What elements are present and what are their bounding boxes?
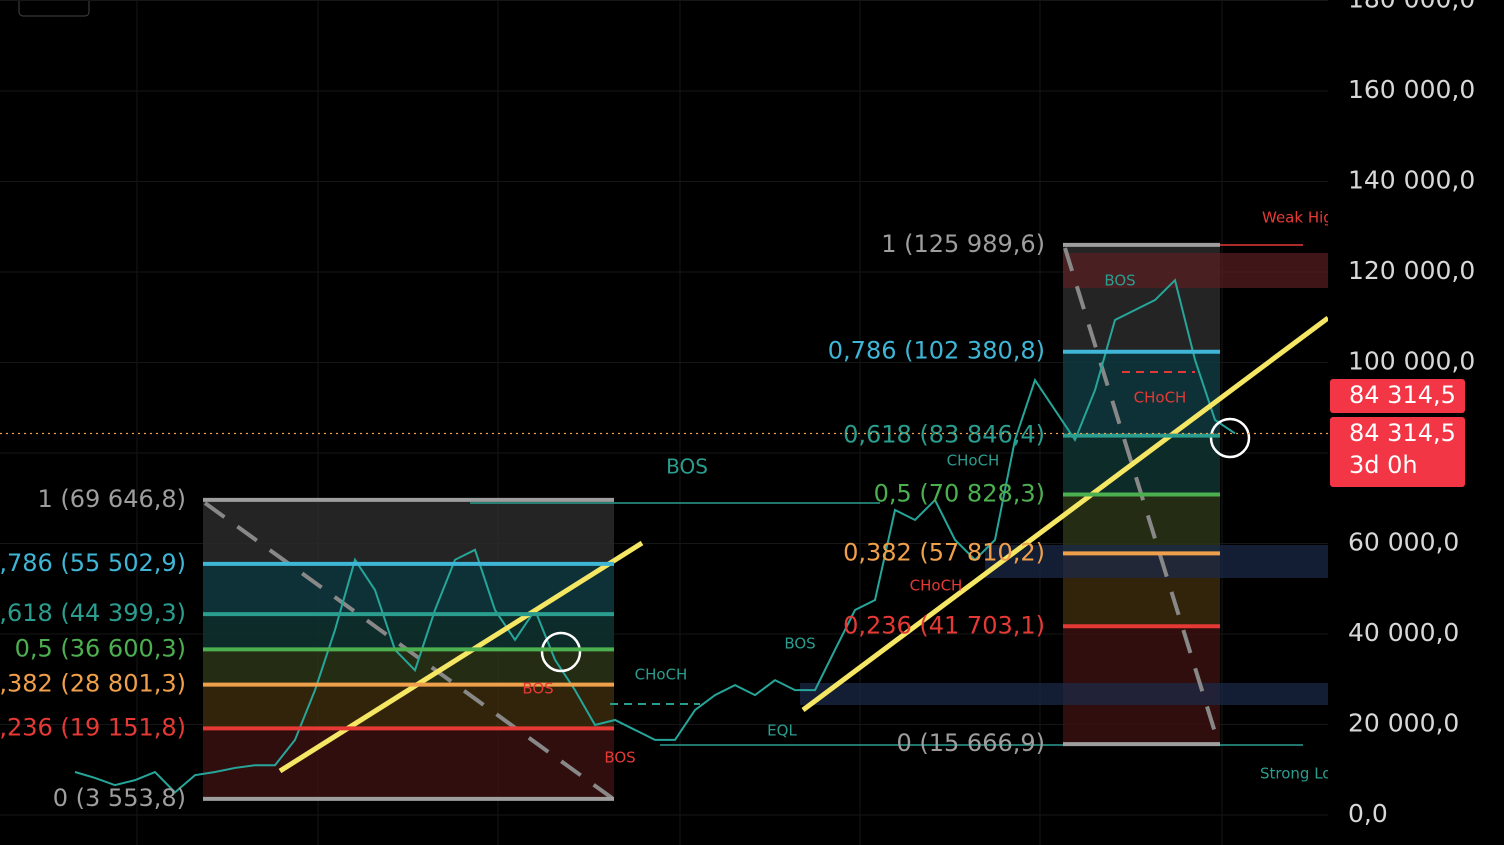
- price-line: [74, 278, 1236, 794]
- y-tick-label: 0,0: [1348, 799, 1388, 828]
- fib-label: 0,236 (41 703,1): [843, 611, 1045, 639]
- fib-zone: [203, 649, 614, 685]
- fib-label: 0,5 (36 600,3): [15, 634, 186, 662]
- fib-zone: [203, 614, 614, 650]
- price-tag: [1330, 379, 1465, 413]
- annotation: Weak High: [1262, 209, 1342, 227]
- y-tick-label: 100 000,0: [1348, 346, 1475, 375]
- fib-label: 0,382 (57 810,2): [843, 538, 1045, 566]
- annotation: BOS: [666, 455, 708, 479]
- highlight-circle: [1209, 417, 1251, 459]
- annotation: EQL: [767, 722, 797, 740]
- fib-label: 1 (69 646,8): [38, 485, 187, 513]
- y-tick-label: 140 000,0: [1348, 165, 1475, 194]
- fib-label: 0,618 (44 399,3): [0, 599, 186, 627]
- y-tick-label: 20 000,0: [1348, 708, 1459, 737]
- fib-label: 0,618 (83 846,4): [843, 421, 1045, 449]
- trend-line: [801, 315, 1328, 713]
- fib-label: 0,5 (70 828,3): [874, 480, 1045, 508]
- supply-zone: [1063, 253, 1328, 288]
- countdown: 3d 0h: [1349, 451, 1418, 479]
- annotation: BOS: [604, 749, 635, 767]
- fib-zone: [1063, 435, 1220, 495]
- y-tick-label: 180 000,0: [1348, 0, 1475, 13]
- labels: 1 (69 646,8) 0,786 (55 502,9) 0,618 (44 39…: [0, 209, 1344, 812]
- y-tick-label: 40 000,0: [1348, 618, 1459, 647]
- annotation: BOS: [1104, 272, 1135, 290]
- highlight-circle: [540, 631, 582, 673]
- fib-label: 1 (125 989,6): [881, 230, 1045, 258]
- fib-zone: [1063, 351, 1220, 436]
- annotation: CHoCH: [635, 666, 688, 684]
- fib-zone: [203, 728, 614, 799]
- fib-zone: [203, 499, 614, 564]
- annotation: CHoCH: [947, 452, 1000, 470]
- toolbar-button[interactable]: [18, 0, 90, 17]
- annotation: CHoCH: [910, 577, 963, 595]
- price-tag-label: 84 314,5: [1349, 419, 1456, 447]
- order-block: [800, 683, 1328, 705]
- fib-label: 0 (3 553,8): [53, 784, 186, 812]
- annotation: BOS: [784, 635, 815, 653]
- annotation: BOS: [522, 680, 553, 698]
- y-tick-label: 60 000,0: [1348, 527, 1459, 556]
- fib-zone: [203, 563, 614, 615]
- fib-zone: [1063, 494, 1220, 554]
- fib-label: 0,236 (19 151,8): [0, 713, 186, 741]
- y-tick-label: 160 000,0: [1348, 75, 1475, 104]
- annotation: Strong Low: [1260, 765, 1344, 783]
- plot-area: 1 (69 646,8) 0,786 (55 502,9) 0,618 (44 39…: [0, 209, 1344, 812]
- price-tag-label: 84 314,5: [1349, 381, 1456, 409]
- y-tick-label: 120 000,0: [1348, 256, 1475, 285]
- fib-label: 0,786 (102 380,8): [828, 337, 1045, 365]
- fib-label: 0,382 (28 801,3): [0, 670, 186, 698]
- series: [74, 278, 1236, 794]
- fib-label: 0 (15 666,9): [897, 729, 1046, 757]
- annotation: CHoCH: [1134, 389, 1187, 407]
- trend-line: [278, 540, 644, 774]
- order-block: [985, 545, 1328, 578]
- fib-label: 0,786 (55 502,9): [0, 549, 186, 577]
- price-tag: [1330, 417, 1465, 487]
